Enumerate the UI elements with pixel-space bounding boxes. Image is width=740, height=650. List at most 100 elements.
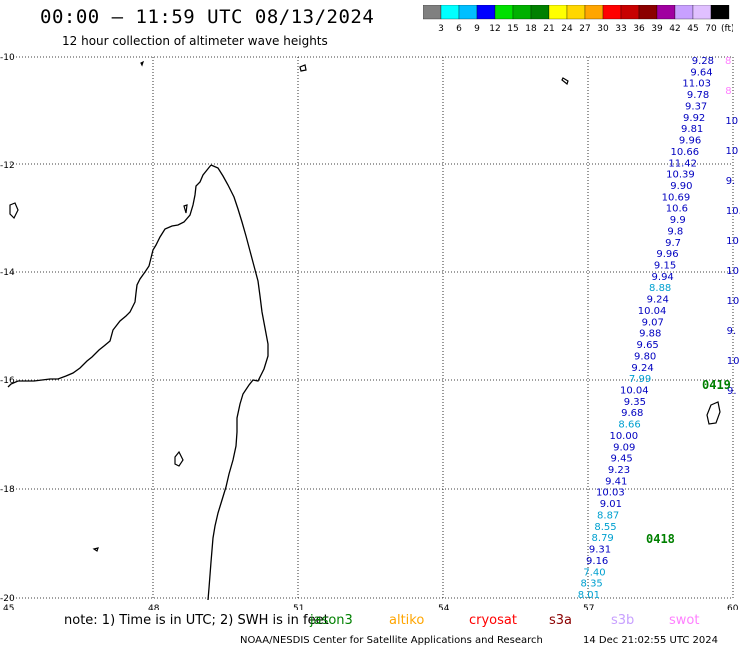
wave-height-value: 10. <box>726 206 740 217</box>
scale-label: 45 <box>687 24 698 34</box>
scale-label: 30 <box>597 24 609 34</box>
scale-swatch <box>710 5 730 20</box>
wave-height-value: 9.90 <box>670 181 692 192</box>
wave-height-value: 9.24 <box>631 363 653 374</box>
wave-height-value: 10.03 <box>596 488 625 499</box>
scale-label: 3 <box>438 24 444 34</box>
wave-height-value: 9.88 <box>639 329 661 340</box>
scale-label: 39 <box>651 24 663 34</box>
wave-height-value: 10.6 <box>666 204 688 215</box>
wave-height-value: 9.28 <box>692 56 714 67</box>
legend-s3a: s3a <box>549 613 573 628</box>
wave-height-value: 9.15 <box>654 261 676 272</box>
wave-height-value: 10.66 <box>670 147 699 158</box>
lon-label: 48 <box>148 604 160 610</box>
wave-height-value: 9.64 <box>690 67 712 78</box>
scale-label: 6 <box>456 24 462 34</box>
wave-height-value: 8.88 <box>649 283 671 294</box>
map-subtitle: 12 hour collection of altimeter wave hei… <box>62 34 328 48</box>
wave-height-value: 8.55 <box>594 522 616 533</box>
wave-height-value: 11.42 <box>668 158 697 169</box>
wave-height-value: 9.45 <box>611 454 633 465</box>
lon-label: 45 <box>3 604 14 610</box>
wave-height-value: 8 <box>725 86 731 97</box>
wave-height-value: 9.92 <box>683 113 705 124</box>
wave-height-value: 8.01 <box>578 590 600 601</box>
wave-height-value: 9.24 <box>647 295 669 306</box>
scale-label: 12 <box>489 24 500 34</box>
lon-label: 60 <box>727 604 739 610</box>
scale-label: 15 <box>507 24 518 34</box>
pass-label: 0419 <box>702 378 731 392</box>
lat-lon-grid <box>10 56 734 599</box>
legend-s3b: s3b <box>611 613 635 628</box>
wave-height-value: 9. <box>727 386 737 397</box>
scale-unit: (ft) <box>721 24 733 34</box>
wave-height-value: 7.99 <box>629 374 651 385</box>
wave-height-value: 11.03 <box>682 79 711 90</box>
wave-height-value: 9.41 <box>605 476 627 487</box>
wave-height-value: 9.09 <box>613 442 635 453</box>
wave-height-value: 9.68 <box>621 408 643 419</box>
legend-cryosat: cryosat <box>469 613 517 628</box>
wave-height-value: 10.69 <box>662 192 691 203</box>
wave-height-value: 9. <box>727 326 737 337</box>
wave-height-value: 10 <box>726 146 739 157</box>
wave-height-value: 9.96 <box>679 136 701 147</box>
wave-height-value: 8.79 <box>592 533 614 544</box>
scale-label: 36 <box>633 24 645 34</box>
wave-height-value: 9.07 <box>642 317 664 328</box>
wave-height-value: 9.01 <box>600 499 622 510</box>
lat-label: -10 <box>0 53 15 63</box>
scale-label: 18 <box>525 24 537 34</box>
pass-label: 0418 <box>646 532 675 546</box>
wave-height-value: 10 <box>727 296 740 307</box>
lon-label: 57 <box>583 604 594 610</box>
lat-label: -16 <box>0 376 15 386</box>
map-title: 00:00 – 11:59 UTC 08/13/2024 <box>40 6 375 28</box>
legend-jason3: jason3 <box>310 613 353 628</box>
wave-height-value: 9.7 <box>665 238 681 249</box>
wave-height-value: 8.66 <box>618 420 640 431</box>
scale-label: 33 <box>615 24 626 34</box>
altimeter-map: -10 -12 -14 -16 -18 -20 45 48 51 54 57 6… <box>0 53 740 610</box>
scale-label: 9 <box>474 24 480 34</box>
wave-height-value: 9.78 <box>687 90 709 101</box>
scale-label: 27 <box>579 24 590 34</box>
lat-label: -18 <box>0 485 15 495</box>
wave-height-value: 8.87 <box>597 511 619 522</box>
scale-label: 70 <box>705 24 717 34</box>
wave-height-value: 9.31 <box>589 545 611 556</box>
wave-height-value: 10 <box>725 116 738 127</box>
lon-label: 51 <box>293 604 304 610</box>
lat-label: -14 <box>0 268 15 278</box>
wave-height-value: 9.94 <box>652 272 674 283</box>
wave-height-value: 10.04 <box>638 306 667 317</box>
generated-timestamp: 14 Dec 21:02:55 UTC 2024 <box>583 635 718 646</box>
lon-label: 54 <box>438 604 450 610</box>
legend-swot: swot <box>669 613 700 628</box>
wave-height-value: 8 <box>725 56 731 67</box>
wave-height-value: 10.39 <box>666 170 695 181</box>
madagascar-coastline <box>7 164 269 601</box>
wave-height-value: 10 <box>726 236 739 247</box>
wave-height-value: 10. <box>726 266 740 277</box>
wave-height-value: 9.23 <box>608 465 630 476</box>
wave-height-value: 9.37 <box>685 101 707 112</box>
wave-height-value: 8.35 <box>581 579 603 590</box>
wave-height-value: 9.81 <box>681 124 703 135</box>
lat-label: -12 <box>0 161 15 171</box>
wave-height-value: 9.65 <box>637 340 659 351</box>
wave-height-value: 10 <box>727 356 740 367</box>
wave-height-value: 10.04 <box>620 386 649 397</box>
wave-height-value: 9.9 <box>670 215 686 226</box>
wave-height-value: 9.96 <box>656 249 678 260</box>
lat-label: -20 <box>0 594 15 604</box>
footer-note: note: 1) Time is in UTC; 2) SWH is in fe… <box>64 613 329 628</box>
scale-label: 24 <box>561 24 573 34</box>
legend-altiko: altiko <box>389 613 425 628</box>
scale-label: 42 <box>669 24 680 34</box>
islands <box>9 60 721 552</box>
wave-height-value: 9. <box>726 176 736 187</box>
